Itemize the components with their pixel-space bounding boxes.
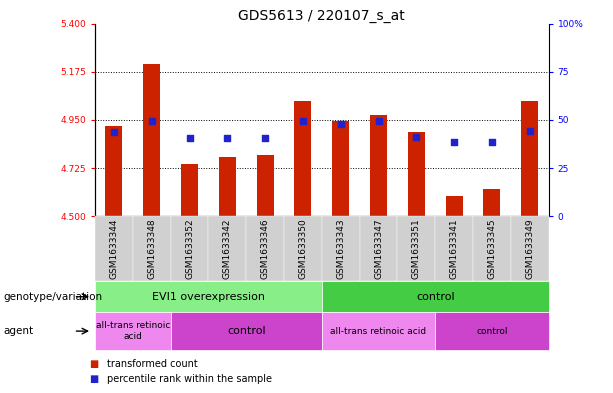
Title: GDS5613 / 220107_s_at: GDS5613 / 220107_s_at [238,9,405,22]
Text: agent: agent [3,326,33,336]
Bar [143,64,160,216]
Bar [484,189,500,216]
Text: ■: ■ [89,358,98,369]
Text: genotype/variation: genotype/variation [3,292,102,302]
Point [223,135,232,141]
Text: percentile rank within the sample: percentile rank within the sample [107,374,272,384]
Point [185,135,194,141]
Point [487,139,497,145]
Point [411,134,421,140]
Point [525,127,535,134]
Text: GSM1633347: GSM1633347 [374,218,383,279]
Bar [446,196,463,216]
Text: control: control [416,292,455,302]
Text: GSM1633345: GSM1633345 [487,218,497,279]
Bar [257,155,273,216]
Text: GSM1633342: GSM1633342 [223,219,232,279]
Text: GSM1633346: GSM1633346 [261,218,270,279]
Bar [370,114,387,216]
Point [147,118,156,124]
Point [336,121,346,127]
Text: GSM1633341: GSM1633341 [449,218,459,279]
Bar [219,157,236,216]
Point [298,118,308,124]
Text: GSM1633348: GSM1633348 [147,218,156,279]
Bar [332,121,349,216]
Bar [408,132,425,216]
Text: all-trans retinoic acid: all-trans retinoic acid [330,327,427,336]
Text: EVI1 overexpression: EVI1 overexpression [152,292,265,302]
Point [260,135,270,141]
Text: all-trans retinoic
acid: all-trans retinoic acid [96,321,170,341]
Text: GSM1633352: GSM1633352 [185,218,194,279]
Text: GSM1633351: GSM1633351 [412,218,421,279]
Text: GSM1633343: GSM1633343 [336,218,345,279]
Point [109,129,119,135]
Text: ■: ■ [89,374,98,384]
Text: GSM1633344: GSM1633344 [109,219,118,279]
Text: GSM1633349: GSM1633349 [525,218,535,279]
Text: GSM1633350: GSM1633350 [299,218,308,279]
Point [449,139,459,145]
Point [373,118,384,124]
Text: control: control [476,327,508,336]
Bar [521,101,538,216]
Bar [105,126,123,216]
Bar [294,101,311,216]
Bar [181,164,198,216]
Text: control: control [227,326,265,336]
Text: transformed count: transformed count [107,358,198,369]
